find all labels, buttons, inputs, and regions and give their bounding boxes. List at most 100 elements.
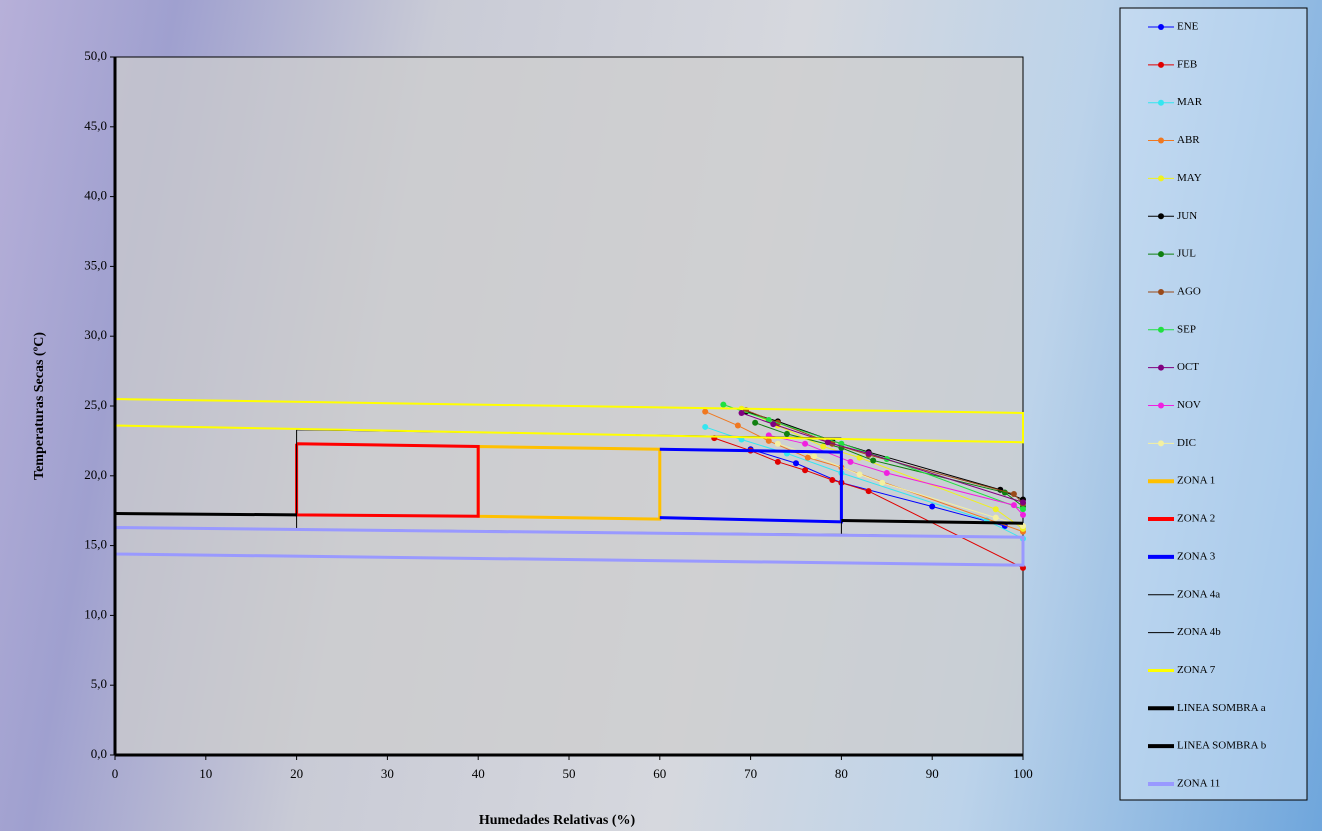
data-point bbox=[1010, 490, 1017, 497]
x-tick-label: 10 bbox=[199, 766, 212, 781]
x-tick-label: 30 bbox=[381, 766, 394, 781]
data-point bbox=[765, 437, 772, 444]
legend-label: ZONA 4a bbox=[1177, 588, 1220, 600]
legend-label: LINEA SOMBRA a bbox=[1177, 702, 1266, 714]
x-tick-label: 20 bbox=[290, 766, 303, 781]
data-point bbox=[847, 458, 854, 465]
legend-marker bbox=[1158, 175, 1164, 182]
series-line bbox=[705, 411, 1024, 533]
data-point bbox=[883, 470, 890, 477]
y-tick-label: 50,0 bbox=[84, 48, 107, 63]
x-tick-label: 100 bbox=[1013, 766, 1033, 781]
data-point bbox=[793, 460, 799, 467]
data-point bbox=[856, 471, 863, 478]
data-point bbox=[804, 454, 811, 461]
axis-layer: 0,0 5,0 10,0 15,0 20,0 25,0 30,0 35,0 40,0 45,0 50… bbox=[84, 48, 1033, 781]
data-point bbox=[802, 467, 809, 474]
legend: ENE FEB MAR ABR MAY JUN JUL AGO SEP OCT NOV DIC ZONA… bbox=[1148, 21, 1267, 790]
data-point bbox=[770, 421, 777, 428]
legend-label: ZONA 2 bbox=[1177, 513, 1215, 525]
data-point bbox=[824, 439, 831, 446]
y-tick-label: 30,0 bbox=[84, 327, 107, 342]
legend-marker bbox=[1158, 364, 1164, 371]
series-line bbox=[714, 437, 1024, 569]
legend-marker bbox=[1158, 137, 1164, 144]
legend-marker bbox=[1158, 402, 1164, 409]
legend-marker bbox=[1158, 251, 1164, 258]
data-point bbox=[865, 488, 872, 495]
data-point bbox=[774, 458, 781, 465]
data-point bbox=[870, 457, 877, 464]
data-point bbox=[702, 408, 709, 415]
x-tick-label: 80 bbox=[835, 766, 848, 781]
y-tick-label: 0,0 bbox=[91, 746, 107, 761]
data-point bbox=[702, 423, 709, 430]
legend-label: JUN bbox=[1177, 210, 1197, 222]
legend-label: JUL bbox=[1177, 248, 1196, 260]
series-line bbox=[754, 422, 1024, 507]
legend-label: AGO bbox=[1177, 285, 1201, 297]
legend-marker bbox=[1158, 61, 1164, 68]
legend-label: ZONA 4b bbox=[1177, 626, 1221, 638]
legend-label: MAY bbox=[1177, 172, 1202, 184]
y-tick-label: 5,0 bbox=[91, 676, 107, 691]
data-point bbox=[734, 422, 741, 429]
data-point bbox=[1020, 506, 1026, 513]
data-point bbox=[1010, 502, 1017, 509]
legend-label: ZONA 3 bbox=[1177, 550, 1216, 562]
legend-marker bbox=[1158, 24, 1164, 30]
y-tick-label: 45,0 bbox=[84, 118, 107, 133]
x-tick-label: 0 bbox=[112, 766, 119, 781]
series-line bbox=[841, 518, 1024, 525]
data-point bbox=[720, 401, 727, 408]
x-tick-label: 40 bbox=[472, 766, 485, 781]
legend-label: NOV bbox=[1177, 399, 1201, 411]
legend-label: SEP bbox=[1177, 323, 1196, 335]
y-tick-label: 10,0 bbox=[84, 606, 107, 621]
data-point bbox=[865, 450, 872, 457]
data-point bbox=[811, 453, 818, 460]
data-point bbox=[992, 514, 999, 521]
legend-marker bbox=[1158, 288, 1164, 295]
data-point bbox=[802, 440, 809, 447]
legend-label: ABR bbox=[1177, 134, 1200, 146]
legend-label: OCT bbox=[1177, 361, 1199, 373]
legend-marker bbox=[1158, 326, 1164, 333]
y-tick-label: 20,0 bbox=[84, 467, 107, 482]
legend-label: ZONA 11 bbox=[1177, 778, 1220, 790]
legend-marker bbox=[1158, 213, 1164, 220]
data-point bbox=[929, 503, 936, 510]
legend-label: MAR bbox=[1177, 96, 1203, 108]
y-tick-label: 25,0 bbox=[84, 397, 107, 412]
data-point bbox=[774, 440, 781, 447]
legend-label: FEB bbox=[1177, 58, 1197, 70]
data-point bbox=[783, 430, 790, 437]
x-tick-label: 60 bbox=[653, 766, 666, 781]
data-point bbox=[829, 476, 836, 483]
x-tick-label: 50 bbox=[563, 766, 576, 781]
legend-label: ZONA 7 bbox=[1177, 664, 1216, 676]
legend-label: LINEA SOMBRA b bbox=[1177, 740, 1267, 752]
legend-box bbox=[1119, 7, 1308, 801]
series-line bbox=[114, 511, 297, 517]
data-point bbox=[1020, 511, 1026, 518]
data-point bbox=[752, 419, 759, 426]
x-tick-label: 90 bbox=[926, 766, 939, 781]
data-point bbox=[1020, 499, 1026, 506]
data-point bbox=[992, 506, 999, 513]
legend-label: DIC bbox=[1177, 437, 1196, 449]
data-point bbox=[738, 409, 745, 416]
series-line bbox=[659, 447, 843, 524]
x-axis-title: Humedades Relativas (%) bbox=[479, 813, 636, 828]
legend-marker bbox=[1158, 440, 1164, 447]
data-point bbox=[879, 479, 886, 486]
y-tick-label: 35,0 bbox=[84, 257, 107, 272]
x-tick-label: 70 bbox=[744, 766, 757, 781]
y-tick-label: 40,0 bbox=[84, 188, 107, 203]
series-line bbox=[777, 443, 1024, 527]
y-axis-title: Temperaturas Secas (ºC) bbox=[32, 332, 47, 480]
legend-label: ENE bbox=[1177, 21, 1199, 33]
legend-marker bbox=[1158, 99, 1164, 106]
